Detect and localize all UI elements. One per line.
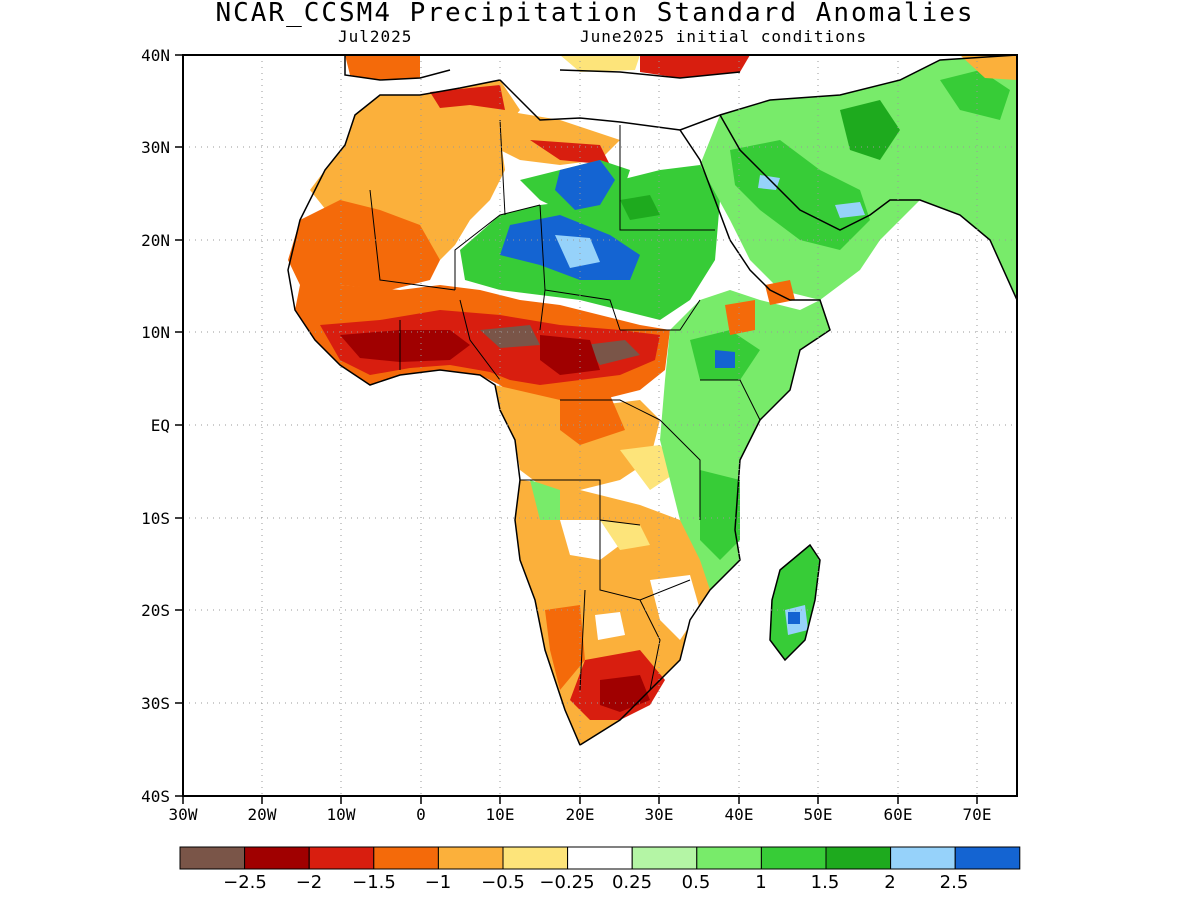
- colorbar-swatch: [825, 846, 892, 870]
- y-tick-label: 10N: [141, 323, 170, 342]
- colorbar-swatch: [308, 846, 375, 870]
- x-tick-label: 10W: [327, 805, 356, 824]
- init-conditions-label: June2025 initial conditions: [580, 27, 868, 46]
- precipitation-anomaly-field: [288, 55, 1017, 745]
- colorbar-label: 2: [884, 872, 895, 893]
- colorbar-swatch: [373, 846, 439, 870]
- colorbar-label: −0.25: [539, 872, 594, 893]
- x-tick-label: 30W: [169, 805, 198, 824]
- colorbar-labels: −2.5 −2 −1.5 −1 −0.5 −0.25 0.25 0.5 1 1.…: [223, 872, 968, 893]
- y-tick-label: 10S: [141, 509, 170, 528]
- map-title: NCAR_CCSM4 Precipitation Standard Anomal…: [215, 0, 975, 28]
- x-tick-label: 70E: [963, 805, 992, 824]
- colorbar-label: −1: [425, 872, 452, 893]
- colorbar-swatch: [244, 846, 310, 870]
- colorbar-swatch: [502, 846, 569, 870]
- colorbar-label: −0.5: [481, 872, 525, 893]
- x-tick-label: 20W: [248, 805, 277, 824]
- gridlines: [183, 55, 1017, 796]
- x-tick-label: 50E: [804, 805, 833, 824]
- x-tick-label: 20E: [566, 805, 595, 824]
- colorbar-swatch: [179, 846, 246, 870]
- country-borders: [369, 119, 761, 691]
- y-tick-label: 40S: [141, 787, 170, 806]
- y-tick-label: 30N: [141, 138, 170, 157]
- coastlines: [287, 55, 1017, 747]
- y-tick-label: 20N: [141, 231, 170, 250]
- colorbar-swatch: [437, 846, 504, 870]
- colorbar-label: 0.5: [682, 872, 711, 893]
- colorbar-label: 2.5: [940, 872, 969, 893]
- colorbar-swatch: [696, 846, 762, 870]
- valid-month-label: Jul2025: [338, 27, 413, 46]
- y-tick-label: 30S: [141, 694, 170, 713]
- colorbar-label: −1.5: [352, 872, 396, 893]
- x-tick-label: 0: [416, 805, 426, 824]
- colorbar-swatch: [567, 846, 633, 870]
- colorbar-swatch: [631, 846, 698, 870]
- y-tick-label: 40N: [141, 46, 170, 65]
- colorbar-label: −2: [296, 872, 323, 893]
- colorbar-label: 1.5: [811, 872, 840, 893]
- x-tick-label: 30E: [645, 805, 674, 824]
- x-tick-labels: 30W 20W 10W 0 10E 20E 30E 40E 50E 60E 70…: [169, 805, 992, 824]
- colorbar: [179, 846, 1021, 870]
- y-tick-label: 20S: [141, 601, 170, 620]
- x-tick-label: 10E: [486, 805, 515, 824]
- x-tick-label: 40E: [725, 805, 754, 824]
- tick-marks: [175, 54, 978, 804]
- colorbar-swatch: [954, 846, 1021, 870]
- colorbar-swatch: [890, 846, 956, 870]
- x-tick-label: 60E: [884, 805, 913, 824]
- colorbar-label: 1: [755, 872, 766, 893]
- colorbar-label: 0.25: [612, 872, 652, 893]
- colorbar-label: −2.5: [223, 872, 267, 893]
- colorbar-swatch: [760, 846, 827, 870]
- y-tick-labels: 40N 30N 20N 10N EQ 10S 20S 30S 40S: [141, 46, 170, 806]
- y-tick-label: EQ: [151, 416, 170, 435]
